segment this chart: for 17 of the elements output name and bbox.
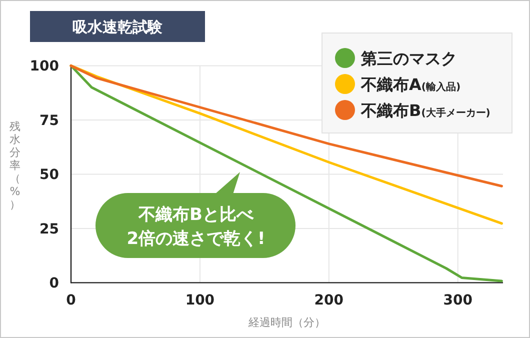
y-tick-label: 75: [40, 112, 59, 129]
x-axis-title: 経過時間（分）: [248, 316, 326, 329]
x-tick-label: 300: [443, 292, 473, 309]
legend-label: 不織布A(輸入品): [360, 75, 461, 94]
legend-label: 第三のマスク: [360, 49, 457, 68]
legend-label: 不織布B(大手メーカー): [360, 101, 490, 120]
annotation: 不織布Bと比べ: [138, 205, 254, 225]
y-tick-label: 100: [30, 58, 60, 75]
x-tick-label: 200: [314, 292, 344, 309]
x-tick-label: 100: [185, 292, 215, 309]
y-tick-label: 0: [49, 276, 60, 292]
y-tick-label: 50: [40, 167, 60, 184]
x-tick-label: 0: [66, 292, 76, 309]
chart-title: 吸水速乾試験: [72, 18, 164, 36]
y-axis-title: 残水分率（%）: [10, 120, 20, 211]
annotation: 2倍の速さで乾く!: [126, 229, 266, 249]
y-tick-label: 25: [40, 221, 59, 238]
